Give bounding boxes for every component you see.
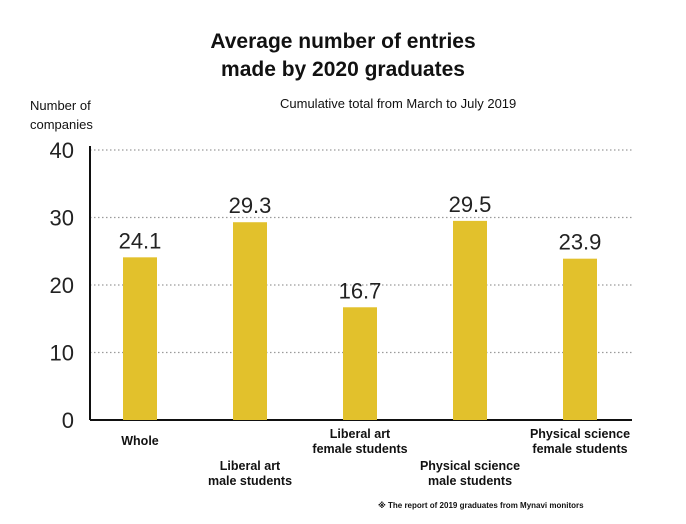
y-tick-label-10: 10	[50, 341, 74, 366]
y-axis-label-line-1: Number of	[30, 98, 91, 113]
bar-2	[233, 222, 267, 420]
data-label-3: 16.7	[339, 278, 382, 303]
chart-title-line-2: made by 2020 graduates	[221, 58, 465, 81]
bar-1	[123, 257, 157, 420]
source-note: ※ The report of 2019 graduates from Myna…	[378, 501, 584, 510]
data-label-4: 29.5	[449, 192, 492, 217]
bar-3	[343, 307, 377, 420]
bar-5	[563, 258, 597, 420]
y-tick-label-20: 20	[50, 273, 74, 298]
category-label-2-line-1: Liberal art	[220, 459, 281, 473]
category-label-5-line-1: Physical science	[530, 427, 630, 441]
chart-title-line-1: Average number of entries	[210, 30, 476, 53]
data-label-5: 23.9	[559, 230, 602, 255]
category-label-2-line-2: male students	[208, 474, 292, 488]
category-label-5-line-2: female students	[532, 442, 627, 456]
data-label-2: 29.3	[229, 193, 272, 218]
category-label-4-line-2: male students	[428, 474, 512, 488]
chart-subtitle: Cumulative total from March to July 2019	[280, 96, 517, 111]
category-label-3-line-2: female students	[312, 442, 407, 456]
y-tick-label-30: 30	[50, 206, 74, 231]
y-tick-label-0: 0	[62, 408, 74, 433]
category-label-1-line-1: Whole	[121, 434, 159, 448]
y-tick-label-40: 40	[50, 138, 74, 163]
bar-4	[453, 220, 487, 420]
category-label-4-line-1: Physical science	[420, 459, 520, 473]
category-label-3-line-1: Liberal art	[330, 427, 391, 441]
y-axis-label-line-2: companies	[30, 117, 93, 132]
data-label-1: 24.1	[119, 228, 162, 253]
y-axis-label: Number of companies	[30, 96, 140, 134]
chart-title: Average number of entries made by 2020 g…	[0, 28, 686, 84]
